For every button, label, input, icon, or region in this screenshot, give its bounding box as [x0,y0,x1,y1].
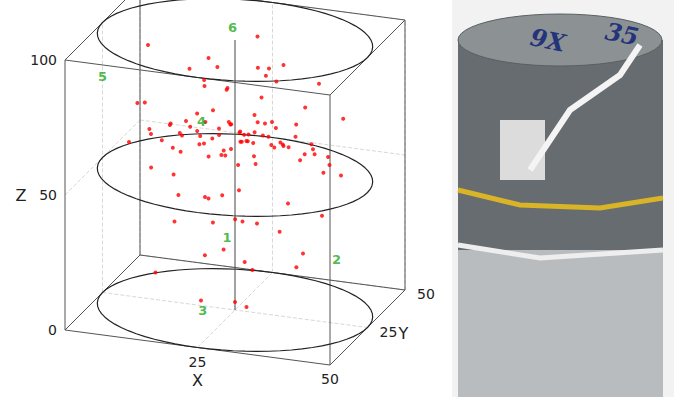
svg-text:4: 4 [197,114,206,129]
svg-text:Z: Z [16,186,27,205]
svg-text:35: 35 [603,16,642,51]
svg-text:50: 50 [321,371,339,387]
svg-text:Y: Y [398,324,409,343]
svg-text:25: 25 [189,354,207,370]
svg-text:50: 50 [417,286,435,302]
svg-text:3: 3 [198,303,207,318]
svg-text:50: 50 [39,187,57,203]
svg-text:25: 25 [380,324,398,340]
svg-text:X: X [192,371,203,390]
svg-text:100: 100 [30,52,57,68]
svg-text:5: 5 [98,69,107,84]
svg-text:6: 6 [228,20,237,35]
svg-text:2: 2 [332,252,341,267]
svg-text:9X: 9X [528,22,570,58]
svg-text:0: 0 [48,322,57,338]
svg-text:1: 1 [222,230,231,245]
